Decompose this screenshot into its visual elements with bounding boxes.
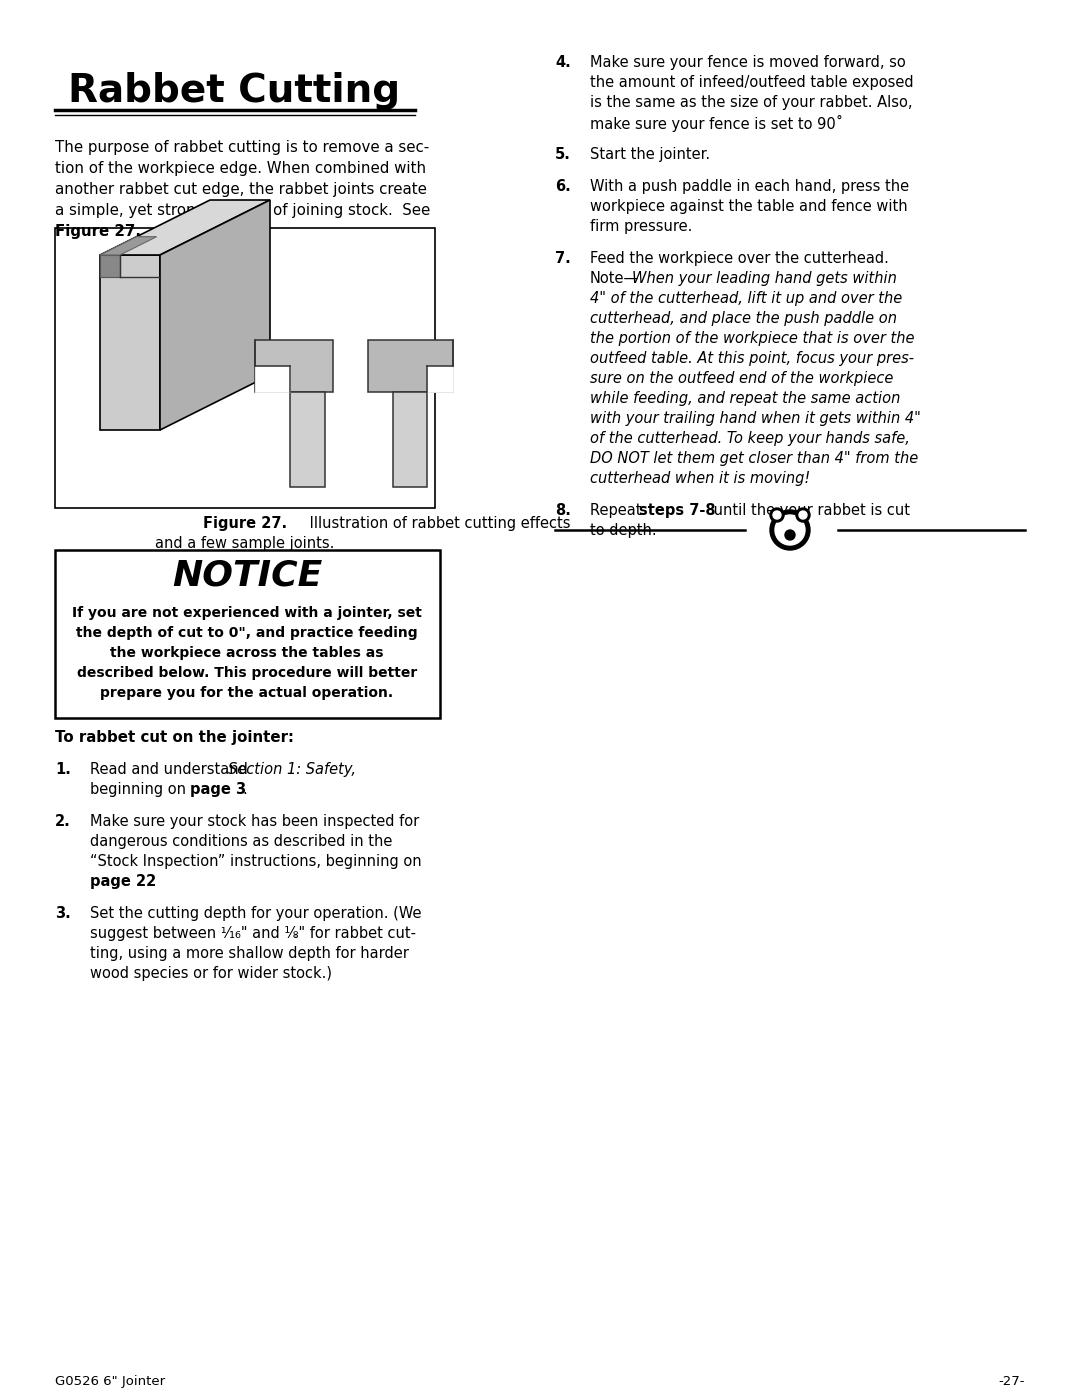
Text: 3.: 3. [55, 907, 71, 921]
Text: Make sure your fence is moved forward, so: Make sure your fence is moved forward, s… [590, 54, 906, 70]
Text: firm pressure.: firm pressure. [590, 219, 692, 235]
Polygon shape [291, 393, 325, 488]
Circle shape [770, 510, 810, 550]
Text: cutterhead, and place the push paddle on: cutterhead, and place the push paddle on [590, 312, 897, 326]
Text: 7.: 7. [555, 251, 570, 265]
Text: workpiece against the table and fence with: workpiece against the table and fence wi… [590, 198, 907, 214]
Circle shape [770, 509, 784, 522]
Text: another rabbet cut edge, the rabbet joints create: another rabbet cut edge, the rabbet join… [55, 182, 427, 197]
Text: the portion of the workpiece that is over the: the portion of the workpiece that is ove… [590, 331, 915, 346]
Text: 4.: 4. [555, 54, 570, 70]
Text: a simple, yet strong method of joining stock.  See: a simple, yet strong method of joining s… [55, 203, 430, 218]
Text: to depth.: to depth. [590, 522, 657, 538]
Text: prepare you for the actual operation.: prepare you for the actual operation. [100, 686, 393, 700]
Text: Figure 27.: Figure 27. [203, 515, 287, 531]
Text: the depth of cut to 0", and practice feeding: the depth of cut to 0", and practice fee… [77, 626, 418, 640]
Text: Start the jointer.: Start the jointer. [590, 147, 711, 162]
Circle shape [799, 511, 807, 520]
Polygon shape [255, 366, 291, 393]
Text: Feed the workpiece over the cutterhead.: Feed the workpiece over the cutterhead. [590, 251, 889, 265]
Text: dangerous conditions as described in the: dangerous conditions as described in the [90, 834, 392, 849]
Circle shape [775, 515, 805, 545]
Text: beginning on: beginning on [90, 782, 191, 798]
FancyBboxPatch shape [55, 550, 440, 718]
Text: outfeed table. At this point, focus your pres-: outfeed table. At this point, focus your… [590, 351, 914, 366]
Text: 8.: 8. [555, 503, 571, 518]
Text: Rabbet Cutting: Rabbet Cutting [68, 73, 400, 110]
Text: G0526 6" Jointer: G0526 6" Jointer [55, 1375, 165, 1389]
Text: .: . [147, 875, 152, 888]
Text: Illustration of rabbet cutting effects: Illustration of rabbet cutting effects [305, 515, 570, 531]
Text: When your leading hand gets within: When your leading hand gets within [632, 271, 896, 286]
Text: .: . [242, 782, 246, 798]
Polygon shape [100, 256, 160, 430]
Text: The purpose of rabbet cutting is to remove a sec-: The purpose of rabbet cutting is to remo… [55, 140, 429, 155]
Circle shape [796, 509, 810, 522]
Text: 4" of the cutterhead, lift it up and over the: 4" of the cutterhead, lift it up and ove… [590, 291, 902, 306]
Polygon shape [100, 200, 270, 256]
Text: Set the cutting depth for your operation. (We: Set the cutting depth for your operation… [90, 907, 421, 921]
Polygon shape [427, 366, 453, 393]
Text: page 3: page 3 [190, 782, 246, 798]
Text: 1.: 1. [55, 761, 71, 777]
Text: of the cutterhead. To keep your hands safe,: of the cutterhead. To keep your hands sa… [590, 432, 909, 446]
Polygon shape [100, 236, 157, 256]
Polygon shape [393, 393, 427, 488]
Text: To rabbet cut on the jointer:: To rabbet cut on the jointer: [55, 731, 294, 745]
Text: Read and understand: Read and understand [90, 761, 253, 777]
Text: cutterhead when it is moving!: cutterhead when it is moving! [590, 471, 810, 486]
Text: -27-: -27- [999, 1375, 1025, 1389]
Text: wood species or for wider stock.): wood species or for wider stock.) [90, 965, 332, 981]
Text: ting, using a more shallow depth for harder: ting, using a more shallow depth for har… [90, 946, 409, 961]
Text: until the your rabbet is cut: until the your rabbet is cut [708, 503, 910, 518]
Text: NOTICE: NOTICE [172, 557, 322, 592]
Text: 2.: 2. [55, 814, 71, 828]
Polygon shape [368, 339, 453, 393]
Circle shape [785, 529, 795, 541]
Polygon shape [255, 339, 333, 393]
Text: With a push paddle in each hand, press the: With a push paddle in each hand, press t… [590, 179, 909, 194]
Text: Note—: Note— [590, 271, 639, 286]
Text: with your trailing hand when it gets within 4": with your trailing hand when it gets wit… [590, 411, 921, 426]
Polygon shape [160, 200, 270, 430]
Circle shape [773, 511, 781, 520]
Text: and a few sample joints.: and a few sample joints. [156, 536, 335, 550]
Text: Repeat: Repeat [590, 503, 646, 518]
Text: is the same as the size of your rabbet. Also,: is the same as the size of your rabbet. … [590, 95, 913, 110]
Text: DO NOT let them get closer than 4" from the: DO NOT let them get closer than 4" from … [590, 451, 918, 467]
Text: 6.: 6. [555, 179, 570, 194]
Text: tion of the workpiece edge. When combined with: tion of the workpiece edge. When combine… [55, 161, 427, 176]
Text: make sure your fence is set to 90˚: make sure your fence is set to 90˚ [590, 115, 843, 131]
Text: 5.: 5. [555, 147, 571, 162]
Text: sure on the outfeed end of the workpiece: sure on the outfeed end of the workpiece [590, 372, 893, 386]
FancyBboxPatch shape [55, 228, 435, 509]
Text: If you are not experienced with a jointer, set: If you are not experienced with a jointe… [72, 606, 422, 620]
Text: the amount of infeed/outfeed table exposed: the amount of infeed/outfeed table expos… [590, 75, 914, 89]
Text: described below. This procedure will better: described below. This procedure will bet… [77, 666, 417, 680]
Text: Figure 27.: Figure 27. [55, 224, 141, 239]
Text: “Stock Inspection” instructions, beginning on: “Stock Inspection” instructions, beginni… [90, 854, 421, 869]
Polygon shape [100, 256, 120, 277]
Text: suggest between ¹⁄₁₆" and ⅛" for rabbet cut-: suggest between ¹⁄₁₆" and ⅛" for rabbet … [90, 926, 416, 942]
Text: Make sure your stock has been inspected for: Make sure your stock has been inspected … [90, 814, 419, 828]
Text: steps 7-8: steps 7-8 [639, 503, 716, 518]
Text: the workpiece across the tables as: the workpiece across the tables as [110, 645, 383, 659]
Text: page 22: page 22 [90, 875, 157, 888]
Text: while feeding, and repeat the same action: while feeding, and repeat the same actio… [590, 391, 901, 407]
Text: Section 1: Safety,: Section 1: Safety, [228, 761, 356, 777]
